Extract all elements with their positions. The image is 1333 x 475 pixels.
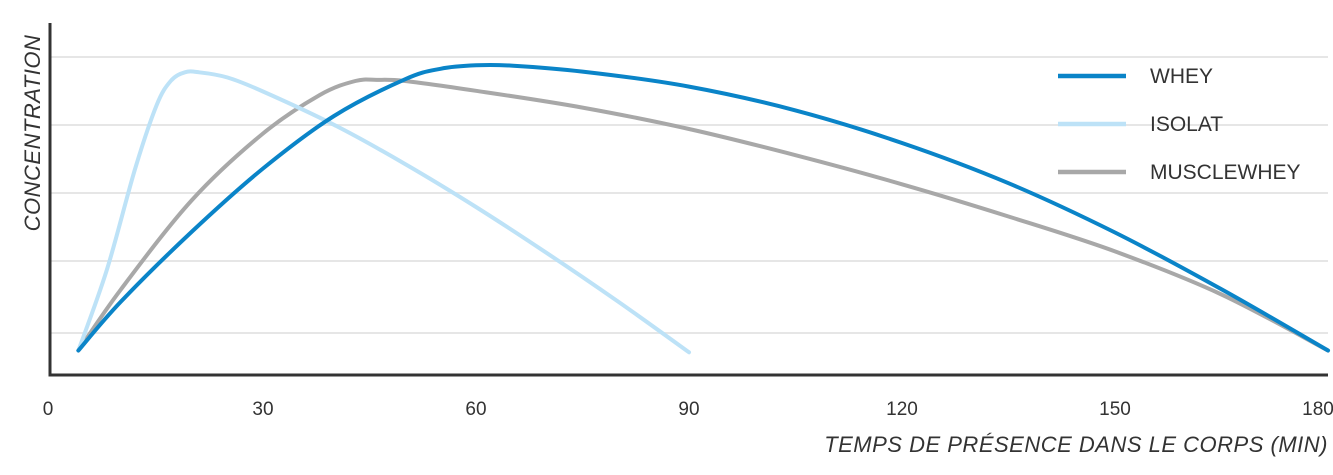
x-tick-labels: 0 30 60 90 120 150 180 <box>43 399 1333 420</box>
series-lines <box>76 62 1330 355</box>
x-tick-label: 150 <box>1099 399 1131 420</box>
x-tick-label: 60 <box>465 399 486 420</box>
legend-label-whey: WHEY <box>1150 65 1213 88</box>
legend-label-musclewhey: MUSCLEWHEY <box>1150 161 1301 184</box>
x-tick-label: 120 <box>886 399 918 420</box>
legend-label-isolat: ISOLAT <box>1150 113 1223 136</box>
series-line-isolat <box>76 69 691 355</box>
legend: WHEY ISOLAT MUSCLEWHEY <box>1058 65 1301 184</box>
grid-lines <box>50 56 1328 334</box>
x-tick-label: 30 <box>252 399 273 420</box>
series-line-whey <box>76 62 1330 353</box>
x-tick-label: 180 <box>1302 399 1333 420</box>
x-axis-title: TEMPS DE PRÉSENCE DANS LE CORPS (MIN) <box>824 432 1328 457</box>
axes <box>48 23 1328 377</box>
x-tick-label: 90 <box>678 399 699 420</box>
y-axis-title: CONCENTRATION <box>20 35 45 232</box>
series-line-musclewhey <box>76 77 1330 353</box>
x-tick-label: 0 <box>43 399 54 420</box>
